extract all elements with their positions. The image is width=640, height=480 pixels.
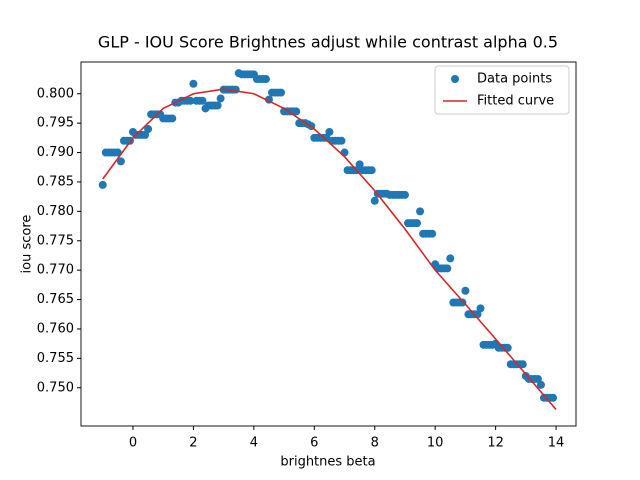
data-point xyxy=(370,196,379,205)
legend-marker xyxy=(451,75,459,83)
x-tick-label: 14 xyxy=(548,436,565,451)
plot-frame xyxy=(80,61,577,427)
data-point xyxy=(98,180,107,189)
data-point xyxy=(141,130,150,139)
y-tick-label: 0.750 xyxy=(37,380,74,395)
data-point xyxy=(476,304,485,313)
data-point xyxy=(322,133,331,142)
x-tick-label: 10 xyxy=(427,436,444,451)
data-point xyxy=(443,264,452,273)
y-tick-label: 0.755 xyxy=(37,351,74,366)
data-point xyxy=(458,298,467,307)
data-point xyxy=(428,229,437,238)
data-point xyxy=(186,96,195,105)
data-point xyxy=(549,393,558,402)
data-point xyxy=(292,107,301,116)
y-tick-label: 0.800 xyxy=(37,86,74,101)
data-point xyxy=(231,85,240,94)
x-axis-label: brightnes beta xyxy=(280,455,375,470)
data-point xyxy=(144,125,153,134)
legend-box xyxy=(434,65,570,115)
x-tick-label: 0 xyxy=(129,436,137,451)
x-tick-label: 12 xyxy=(487,436,504,451)
data-point xyxy=(325,127,334,136)
x-tick-label: 4 xyxy=(250,436,258,451)
data-point xyxy=(277,88,286,97)
x-tick-label: 8 xyxy=(371,436,379,451)
data-point xyxy=(189,79,198,88)
data-point xyxy=(413,219,422,228)
y-tick-label: 0.795 xyxy=(37,116,74,131)
y-axis-label: iou score xyxy=(20,215,35,274)
y-tick-label: 0.760 xyxy=(37,321,74,336)
data-point xyxy=(116,157,125,166)
data-point xyxy=(446,254,455,263)
x-tick-label: 6 xyxy=(310,436,318,451)
y-tick-label: 0.790 xyxy=(37,145,74,160)
data-point xyxy=(340,148,349,157)
data-point xyxy=(261,75,270,84)
data-point xyxy=(533,374,542,383)
legend-label: Data points xyxy=(477,72,552,87)
data-point xyxy=(337,136,346,145)
fitted-line xyxy=(102,88,557,411)
data-point xyxy=(518,360,527,369)
data-point xyxy=(168,114,177,123)
data-point xyxy=(355,160,364,169)
data-point xyxy=(416,207,425,216)
data-point xyxy=(216,94,225,103)
y-tick-label: 0.770 xyxy=(37,263,74,278)
data-point xyxy=(536,380,545,389)
data-point xyxy=(213,101,222,110)
data-point xyxy=(461,286,470,295)
data-point xyxy=(198,96,207,105)
data-point xyxy=(400,190,409,199)
y-tick-label: 0.780 xyxy=(37,204,74,219)
y-tick-label: 0.775 xyxy=(37,233,74,248)
legend-label: Fitted curve xyxy=(477,94,554,109)
data-point xyxy=(367,166,376,175)
y-tick-label: 0.785 xyxy=(37,174,74,189)
y-tick-label: 0.765 xyxy=(37,292,74,307)
chart-title: GLP - IOU Score Brightnes adjust while c… xyxy=(98,33,558,52)
x-tick-label: 2 xyxy=(189,436,197,451)
